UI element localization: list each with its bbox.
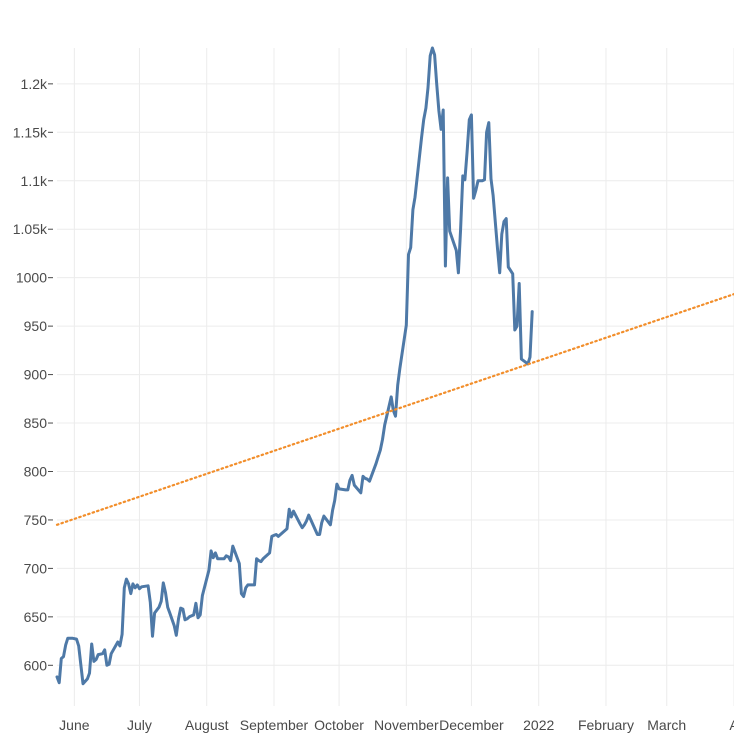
x-tick-label: December <box>439 717 504 733</box>
trend-line <box>55 293 734 526</box>
y-tick-label: 650 <box>24 609 48 625</box>
x-tick-label: November <box>374 717 439 733</box>
y-tick-label: 850 <box>24 415 48 431</box>
x-tick-label: July <box>127 717 152 733</box>
x-gridlines <box>73 48 734 706</box>
x-tick-label: March <box>647 717 686 733</box>
x-tick-label: A <box>729 717 734 733</box>
y-tick-label: 800 <box>24 463 48 479</box>
x-tick-label: February <box>578 717 634 733</box>
x-tick-label: June <box>59 717 90 733</box>
series-layer <box>55 46 734 686</box>
y-tick-label: 950 <box>24 318 48 334</box>
y-tick-label: 1.05k <box>13 221 48 237</box>
x-tick-label: October <box>314 717 364 733</box>
y-tick-label: 1.1k <box>21 173 48 189</box>
y-tick-label: 900 <box>24 367 48 383</box>
y-tick-label: 750 <box>24 512 48 528</box>
price-series-line <box>55 46 534 686</box>
y-tick-label: 1000 <box>16 270 47 286</box>
y-gridlines <box>57 83 734 666</box>
x-axis: June July August September October November De… <box>59 717 734 733</box>
y-tick-label: 600 <box>24 657 48 673</box>
x-tick-label: September <box>240 717 309 733</box>
y-tick-label: 1.2k <box>21 76 48 92</box>
y-tick-label: 700 <box>24 560 48 576</box>
x-tick-label: 2022 <box>523 717 554 733</box>
y-axis: 600 650 700 750 800 850 900 950 1000 1.05k 1.1k 1.1… <box>13 76 53 673</box>
y-tick-label: 1.15k <box>13 124 48 140</box>
x-tick-label: August <box>185 717 229 733</box>
